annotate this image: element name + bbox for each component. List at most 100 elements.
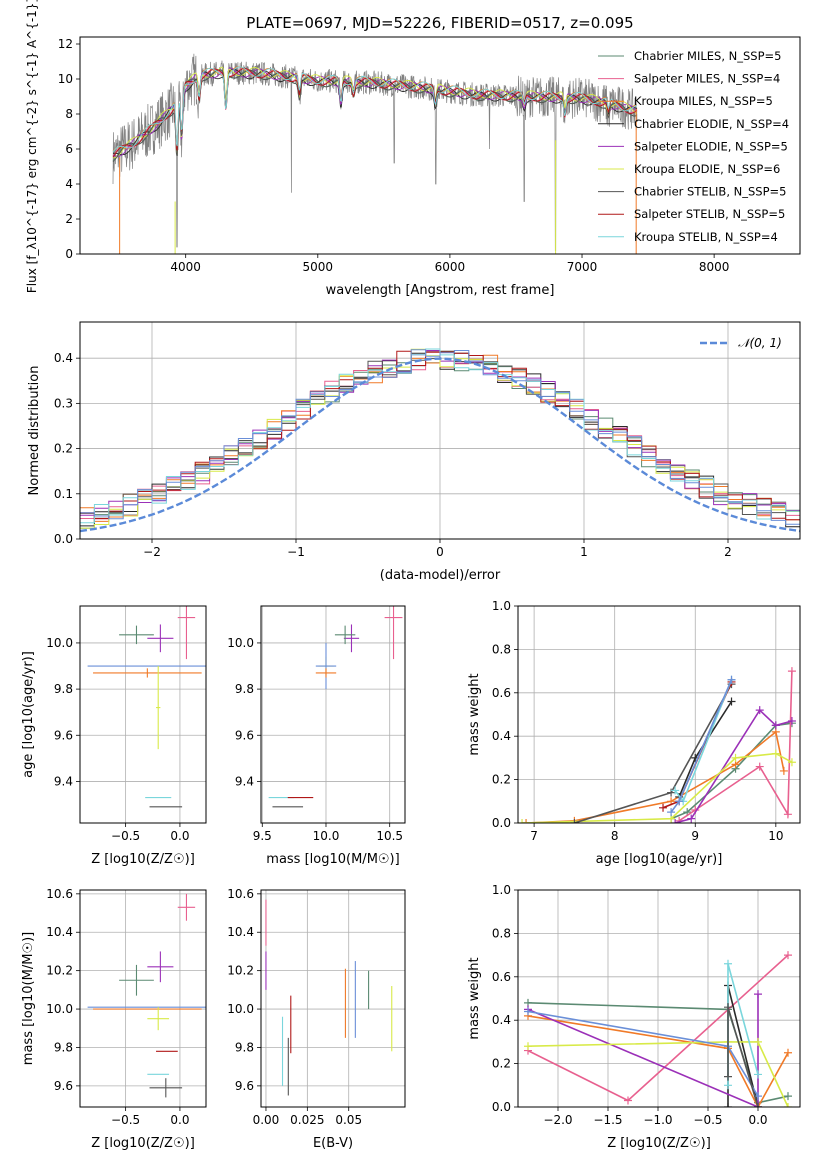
y-tick-label: 9.8 bbox=[54, 682, 73, 696]
axes-frame bbox=[517, 889, 801, 1108]
plot-area-mass-vs-ebv bbox=[265, 899, 393, 1096]
y-tick-label: 0.2 bbox=[492, 773, 511, 787]
x-axis-label: E(B-V) bbox=[313, 1136, 353, 1151]
plot-area-spectrum bbox=[112, 53, 638, 254]
x-tick-label: −1 bbox=[287, 545, 305, 559]
y-axis-label: Flux [f_λ10^{-17} erg cm^{-2} s^{-1} A^{… bbox=[25, 0, 39, 293]
x-tick-label: 0.0 bbox=[170, 1113, 189, 1127]
panel-mass-vs-ebv: 0.00 0.025 0.05 9.6 9.8 10.0 10.2 10.4 10.6 E(B-V… bbox=[227, 887, 406, 1151]
x-tick-label: 0.0 bbox=[170, 829, 189, 843]
x-tick-label: 10.0 bbox=[313, 829, 340, 843]
y-tick-label: 0.4 bbox=[54, 351, 73, 365]
plus-marker bbox=[724, 1103, 732, 1107]
y-tick-label: 6 bbox=[65, 142, 73, 156]
y-tick-label: 9.8 bbox=[235, 682, 254, 696]
legend-label: Kroupa STELIB, N_SSP=4 bbox=[634, 230, 778, 244]
x-tick-label: −0.5 bbox=[111, 1113, 140, 1127]
plus-marker bbox=[727, 697, 736, 706]
x-tick-label: 9.5 bbox=[253, 829, 272, 843]
y-tick-label: 10.6 bbox=[227, 887, 254, 901]
plus-marker bbox=[754, 1070, 762, 1079]
plot-area-age-vs-Z bbox=[87, 606, 206, 808]
plus-marker bbox=[787, 717, 796, 726]
y-tick-label: 9.8 bbox=[235, 1040, 254, 1054]
y-tick-label: 10 bbox=[58, 72, 73, 86]
x-tick-label: 8 bbox=[611, 829, 619, 843]
x-tick-label: 0 bbox=[436, 545, 444, 559]
plus-marker bbox=[754, 1037, 762, 1046]
plus-marker bbox=[671, 819, 680, 823]
plus-marker bbox=[659, 803, 668, 812]
y-tick-label: 9.6 bbox=[54, 728, 73, 742]
panel-mass-weight-vs-age: 7 8 9 10 0.0 0.2 0.4 0.6 0.8 1.0 age [log10(age/yr… bbox=[467, 599, 801, 867]
y-tick-label: 9.4 bbox=[235, 774, 254, 788]
series-line bbox=[527, 994, 759, 1107]
axes-frame bbox=[79, 889, 207, 1108]
x-axis-label: Z [log10(Z/Z☉)] bbox=[91, 1136, 195, 1151]
x-tick-label: 10.5 bbox=[376, 829, 403, 843]
x-axis-label: Z [log10(Z/Z☉)] bbox=[91, 852, 195, 867]
x-tick-label: −0.5 bbox=[111, 829, 140, 843]
x-axis-label: mass [log10(M/M☉)] bbox=[266, 852, 399, 867]
plus-marker bbox=[727, 675, 736, 684]
y-tick-label: 0.6 bbox=[492, 970, 511, 984]
plus-marker bbox=[671, 786, 680, 795]
y-tick-label: 0 bbox=[65, 247, 73, 261]
plus-marker bbox=[724, 959, 732, 968]
legend-label: Salpeter STELIB, N_SSP=5 bbox=[634, 207, 785, 221]
plus-marker bbox=[524, 1042, 532, 1051]
panels-layer: 4000 5000 6000 7000 8000024681012wavelength … bbox=[21, 0, 801, 1151]
y-tick-label: 12 bbox=[58, 37, 73, 51]
y-tick-label: 0.0 bbox=[54, 532, 73, 546]
y-tick-label: 9.6 bbox=[235, 728, 254, 742]
plus-marker bbox=[784, 1103, 792, 1107]
plus-marker bbox=[524, 1007, 532, 1016]
y-tick-label: 10.6 bbox=[46, 887, 73, 901]
x-tick-label: −2 bbox=[143, 545, 161, 559]
y-tick-label: 9.4 bbox=[54, 774, 73, 788]
x-tick-label: 9 bbox=[691, 829, 699, 843]
legend-spectrum: Chabrier MILES, N_SSP=5 Salpeter MILES, N… bbox=[598, 49, 789, 244]
plus-marker bbox=[522, 819, 531, 823]
panel-mass-weight-vs-Z: −2.0 −1.5 −1.0 −0.5 0.0 0.0 0.2 0.4 0.6 0.8 1.0 Z [… bbox=[467, 883, 801, 1151]
x-tick-label: −0.5 bbox=[693, 1113, 722, 1127]
x-tick-label: 7 bbox=[530, 829, 538, 843]
plus-marker bbox=[667, 808, 676, 817]
x-axis-label: Z [log10(Z/Z☉)] bbox=[607, 1136, 711, 1151]
y-tick-label: 0.4 bbox=[492, 729, 511, 743]
plus-marker bbox=[784, 951, 792, 960]
legend-label: Kroupa MILES, N_SSP=5 bbox=[634, 94, 773, 108]
x-tick-label: −1.0 bbox=[643, 1113, 672, 1127]
plot-area-mass-vs-Z bbox=[87, 893, 206, 1098]
plot-area-mass-weight-vs-Z bbox=[524, 951, 792, 1107]
axes-frame bbox=[79, 36, 801, 255]
x-tick-label: 10 bbox=[768, 829, 783, 843]
y-tick-label: 0.6 bbox=[492, 686, 511, 700]
x-tick-label: 0.025 bbox=[290, 1113, 324, 1127]
y-tick-label: 10.2 bbox=[227, 964, 254, 978]
y-tick-label: 10.0 bbox=[46, 1002, 73, 1016]
x-tick-label: 2 bbox=[724, 545, 732, 559]
x-tick-label: −1.5 bbox=[593, 1113, 622, 1127]
y-tick-label: 10.4 bbox=[227, 925, 254, 939]
plus-marker bbox=[755, 762, 764, 771]
gaussian-reference-curve bbox=[80, 357, 800, 533]
x-tick-label: 1 bbox=[580, 545, 588, 559]
y-tick-label: 10.0 bbox=[227, 636, 254, 650]
series-line bbox=[527, 1015, 789, 1107]
x-axis-label: wavelength [Angstrom, rest frame] bbox=[326, 283, 555, 298]
axes-frame bbox=[79, 605, 207, 824]
panel-residuals: −2 −1 0 1 2 0.0 0.1 0.2 0.3 0.4 (data-model)/error… bbox=[27, 321, 801, 583]
y-axis-label: age [log10(age/yr)] bbox=[21, 651, 36, 778]
plus-marker bbox=[675, 797, 684, 806]
x-tick-label: 0.05 bbox=[335, 1113, 362, 1127]
y-axis-label: Normed distribution bbox=[27, 366, 42, 496]
histogram-step-line bbox=[80, 348, 800, 529]
plus-marker bbox=[687, 814, 696, 823]
plus-marker bbox=[779, 766, 788, 775]
axes-frame bbox=[260, 605, 406, 824]
legend-label: 𝒩(0, 1) bbox=[738, 336, 782, 350]
y-axis-label: mass weight bbox=[467, 673, 482, 755]
plus-marker bbox=[754, 1103, 762, 1107]
histogram-step-line bbox=[80, 348, 800, 524]
